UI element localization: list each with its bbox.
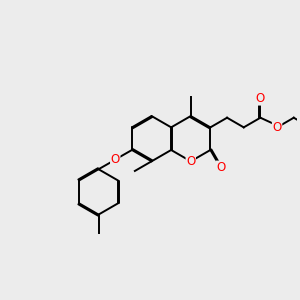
Text: O: O — [111, 153, 120, 166]
Text: O: O — [256, 92, 265, 105]
Text: O: O — [216, 161, 225, 174]
Text: O: O — [272, 121, 282, 134]
Text: O: O — [186, 155, 195, 168]
